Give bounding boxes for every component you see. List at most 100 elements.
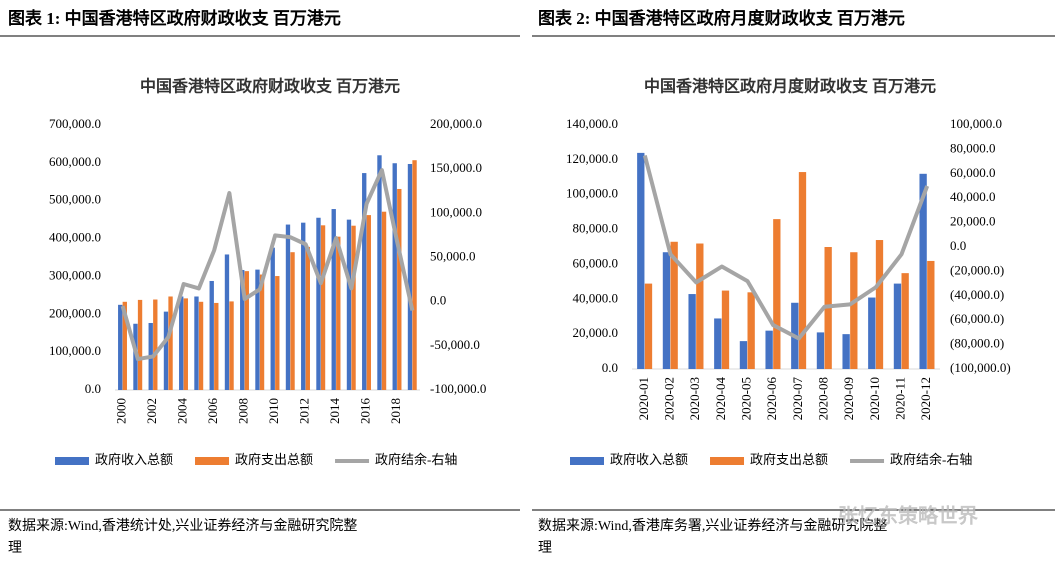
- y2-tick-label: 100,000.0: [950, 116, 1002, 131]
- y-tick-label: 40,000.0: [573, 290, 619, 305]
- bar: [285, 224, 291, 390]
- bar: [392, 163, 397, 390]
- bar: [290, 252, 295, 390]
- x-tick-label: 2016: [358, 398, 373, 425]
- x-tick-label: 2020-04: [713, 377, 728, 421]
- bar: [244, 271, 249, 390]
- y-tick-label: 400,000.0: [49, 230, 101, 245]
- x-tick-label: 2000: [114, 398, 129, 424]
- legend-swatch: [710, 457, 745, 465]
- bar: [259, 274, 265, 390]
- y2-tick-label: 80,000.0: [950, 140, 996, 155]
- legend-swatch: [195, 457, 230, 465]
- x-tick-label: 2008: [236, 398, 251, 424]
- bar: [412, 160, 417, 390]
- x-tick-label: 2004: [175, 398, 190, 425]
- bar: [798, 172, 807, 369]
- bar: [168, 296, 173, 390]
- y-tick-label: 500,000.0: [49, 192, 101, 207]
- y-tick-label: 100,000.0: [49, 343, 101, 358]
- y2-tick-label: 0.0: [950, 238, 966, 253]
- bar: [209, 280, 214, 390]
- x-tick-label: 2012: [297, 398, 312, 424]
- y2-tick-label: (100,000.0): [950, 360, 1011, 375]
- y2-tick-label: (80,000.0): [950, 336, 1004, 351]
- source: 理: [538, 541, 552, 556]
- y2-tick-label: -50,000.0: [430, 337, 480, 352]
- x-tick-label: 2020-06: [764, 377, 779, 421]
- x-tick-label: 2014: [327, 398, 342, 425]
- bar: [850, 252, 858, 369]
- bar: [240, 269, 245, 390]
- bar: [301, 222, 306, 390]
- bar: [773, 219, 781, 369]
- heading: 图表 2: 中国香港特区政府月度财政收支 百万港元: [538, 8, 905, 28]
- bar: [194, 296, 199, 390]
- bar: [816, 332, 825, 369]
- bar: [868, 297, 876, 369]
- y-tick-label: 0.0: [85, 381, 101, 396]
- legend-swatch: [570, 457, 604, 465]
- bar: [747, 292, 755, 369]
- x-tick-label: 2020-10: [867, 377, 882, 420]
- bar: [714, 318, 722, 369]
- legend-label: 政府支出总额: [235, 452, 313, 467]
- bar: [842, 334, 850, 369]
- x-tick-label: 2020-08: [815, 377, 830, 420]
- y-tick-label: 600,000.0: [49, 154, 101, 169]
- y2-tick-label: 0.0: [430, 293, 446, 308]
- y2-tick-label: (20,000.0): [950, 262, 1004, 277]
- legend-label: 政府支出总额: [750, 452, 828, 467]
- y-tick-label: 100,000.0: [566, 186, 618, 201]
- bar: [688, 294, 696, 369]
- y-tick-label: 700,000.0: [49, 116, 101, 131]
- bar: [122, 301, 127, 390]
- bar: [336, 236, 341, 390]
- bar: [765, 330, 773, 369]
- x-tick-label: 2018: [388, 398, 403, 424]
- bar: [919, 173, 927, 369]
- legend-swatch: [55, 457, 89, 465]
- y-tick-label: 0.0: [602, 360, 618, 375]
- bar: [275, 276, 280, 390]
- bar: [163, 311, 169, 390]
- y2-tick-label: 200,000.0: [430, 116, 482, 131]
- bar: [696, 243, 704, 369]
- source: 数据来源:Wind,香港库务署,兴业证券经济与金融研究院整: [538, 518, 887, 534]
- bar: [320, 225, 326, 390]
- x-tick-label: 2020-09: [841, 377, 856, 420]
- y2-tick-label: 150,000.0: [430, 160, 482, 175]
- bar: [198, 301, 204, 390]
- y-tick-label: 120,000.0: [566, 151, 618, 166]
- bar: [670, 241, 678, 369]
- y2-tick-label: (60,000.0): [950, 311, 1004, 326]
- x-tick-label: 2020-12: [918, 377, 933, 420]
- chart-title: 中国香港特区政府财政收支 百万港元: [140, 77, 400, 96]
- bar: [644, 283, 653, 369]
- heading: 图表 1: 中国香港特区政府财政收支 百万港元: [8, 8, 341, 28]
- bar: [137, 299, 143, 390]
- y-tick-label: 300,000.0: [49, 267, 101, 282]
- bar: [739, 341, 748, 369]
- bar: [118, 304, 123, 390]
- y-tick-label: 140,000.0: [566, 116, 618, 131]
- legend-label: 政府结余-右轴: [890, 452, 972, 467]
- bar: [316, 217, 321, 390]
- bar: [366, 215, 371, 390]
- chart-title: 中国香港特区政府月度财政收支 百万港元: [644, 77, 936, 96]
- bar: [224, 254, 230, 390]
- bar: [721, 290, 730, 369]
- bar: [183, 298, 188, 390]
- bar: [270, 247, 275, 390]
- bar: [331, 209, 336, 390]
- bar: [662, 252, 671, 369]
- x-tick-label: 2020-07: [790, 377, 805, 421]
- bar: [637, 152, 645, 369]
- line: [120, 168, 415, 362]
- y2-tick-label: 60,000.0: [950, 165, 996, 180]
- bar: [351, 225, 356, 390]
- x-tick-label: 2020-03: [687, 377, 702, 420]
- bar: [255, 269, 260, 390]
- bar: [153, 299, 158, 390]
- bar: [362, 173, 367, 390]
